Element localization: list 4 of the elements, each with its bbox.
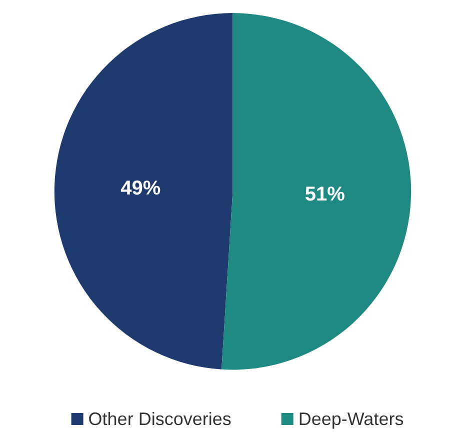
data-label: 49% bbox=[120, 178, 161, 200]
legend-label: Deep-Waters bbox=[298, 409, 404, 429]
legend-label: Other Discoveries bbox=[88, 409, 232, 429]
data-label: 51% bbox=[304, 183, 346, 206]
